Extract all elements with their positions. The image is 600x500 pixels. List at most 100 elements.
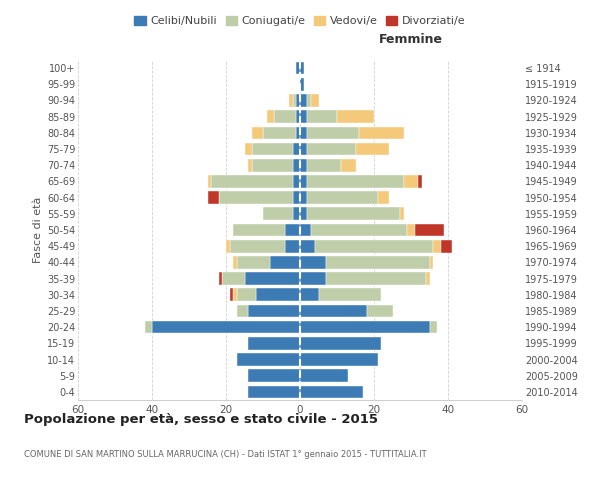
Bar bbox=[300, 321, 430, 334]
Bar bbox=[300, 386, 363, 398]
Bar bbox=[378, 192, 389, 204]
Bar bbox=[356, 142, 389, 156]
Bar bbox=[211, 175, 293, 188]
Bar bbox=[300, 78, 304, 90]
Bar bbox=[407, 224, 415, 236]
Bar bbox=[300, 142, 307, 156]
Bar bbox=[218, 192, 293, 204]
Bar bbox=[237, 353, 300, 366]
Bar bbox=[226, 240, 230, 252]
Legend: Celibi/Nubili, Coniugati/e, Vedovi/e, Divorziati/e: Celibi/Nubili, Coniugati/e, Vedovi/e, Di… bbox=[130, 11, 470, 30]
Bar bbox=[248, 304, 300, 318]
Bar bbox=[300, 353, 378, 366]
Bar bbox=[307, 110, 337, 123]
Bar bbox=[307, 175, 404, 188]
Bar bbox=[300, 304, 367, 318]
Bar bbox=[300, 192, 307, 204]
Bar bbox=[311, 94, 319, 107]
Bar bbox=[248, 386, 300, 398]
Bar bbox=[307, 192, 378, 204]
Bar bbox=[230, 288, 233, 301]
Bar bbox=[430, 256, 433, 268]
Bar bbox=[300, 337, 382, 349]
Bar bbox=[440, 240, 452, 252]
Bar bbox=[293, 94, 296, 107]
Bar bbox=[300, 159, 307, 172]
Bar bbox=[230, 240, 285, 252]
Bar bbox=[208, 175, 211, 188]
Bar bbox=[293, 142, 300, 156]
Bar bbox=[426, 272, 430, 285]
Bar bbox=[248, 370, 300, 382]
Bar bbox=[307, 159, 341, 172]
Bar bbox=[341, 159, 356, 172]
Bar bbox=[300, 288, 319, 301]
Text: Popolazione per età, sesso e stato civile - 2015: Popolazione per età, sesso e stato civil… bbox=[24, 412, 378, 426]
Bar bbox=[233, 256, 237, 268]
Bar bbox=[300, 256, 326, 268]
Bar bbox=[252, 142, 293, 156]
Bar bbox=[293, 208, 300, 220]
Bar bbox=[300, 175, 307, 188]
Bar bbox=[223, 272, 245, 285]
Bar bbox=[326, 272, 426, 285]
Text: Femmine: Femmine bbox=[379, 34, 443, 46]
Bar bbox=[145, 321, 152, 334]
Bar bbox=[248, 159, 252, 172]
Bar bbox=[307, 94, 311, 107]
Bar bbox=[300, 94, 307, 107]
Bar bbox=[285, 224, 300, 236]
Bar bbox=[337, 110, 374, 123]
Bar bbox=[285, 240, 300, 252]
Bar bbox=[296, 110, 300, 123]
Bar bbox=[415, 224, 445, 236]
Bar bbox=[245, 272, 300, 285]
Bar bbox=[252, 126, 263, 139]
Bar bbox=[430, 321, 437, 334]
Bar bbox=[300, 272, 326, 285]
Bar bbox=[400, 208, 404, 220]
Bar bbox=[237, 288, 256, 301]
Bar bbox=[300, 110, 307, 123]
Bar bbox=[256, 288, 300, 301]
Bar bbox=[233, 288, 237, 301]
Bar bbox=[296, 94, 300, 107]
Bar bbox=[300, 62, 304, 74]
Bar bbox=[252, 159, 293, 172]
Bar bbox=[300, 240, 315, 252]
Bar bbox=[307, 126, 359, 139]
Bar bbox=[319, 288, 382, 301]
Bar bbox=[293, 175, 300, 188]
Bar bbox=[263, 126, 296, 139]
Bar bbox=[300, 370, 348, 382]
Bar bbox=[433, 240, 440, 252]
Bar bbox=[307, 208, 400, 220]
Bar bbox=[289, 94, 293, 107]
Bar bbox=[367, 304, 392, 318]
Bar bbox=[296, 62, 300, 74]
Text: COMUNE DI SAN MARTINO SULLA MARRUCINA (CH) - Dati ISTAT 1° gennaio 2015 - TUTTIT: COMUNE DI SAN MARTINO SULLA MARRUCINA (C… bbox=[24, 450, 427, 459]
Bar bbox=[218, 272, 223, 285]
Bar bbox=[359, 126, 404, 139]
Bar bbox=[296, 126, 300, 139]
Bar bbox=[152, 321, 300, 334]
Bar bbox=[208, 192, 218, 204]
Bar bbox=[274, 110, 296, 123]
Bar bbox=[267, 110, 274, 123]
Bar bbox=[307, 142, 356, 156]
Bar bbox=[315, 240, 433, 252]
Bar bbox=[245, 142, 252, 156]
Y-axis label: Fasce di età: Fasce di età bbox=[32, 197, 43, 263]
Bar bbox=[300, 224, 311, 236]
Bar bbox=[263, 208, 293, 220]
Bar bbox=[293, 159, 300, 172]
Bar bbox=[300, 126, 307, 139]
Bar bbox=[418, 175, 422, 188]
Bar bbox=[326, 256, 430, 268]
Bar bbox=[293, 192, 300, 204]
Bar bbox=[404, 175, 418, 188]
Bar bbox=[237, 256, 271, 268]
Bar bbox=[271, 256, 300, 268]
Bar bbox=[311, 224, 407, 236]
Bar bbox=[237, 304, 248, 318]
